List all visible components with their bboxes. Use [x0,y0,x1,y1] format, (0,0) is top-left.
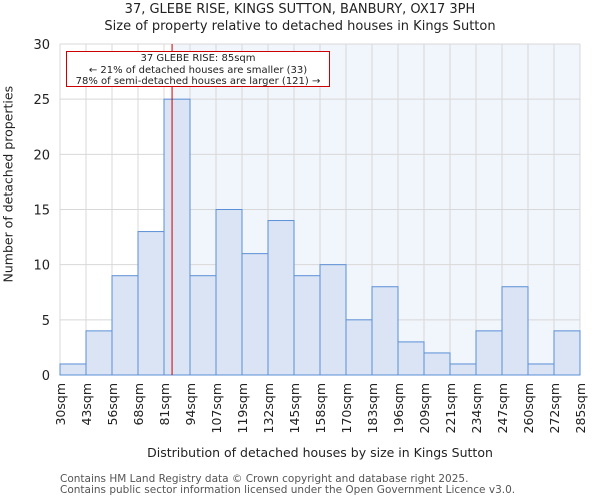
x-tick-label: 234sqm [469,383,484,433]
y-tick-label: 10 [33,259,50,274]
y-tick-label: 20 [33,148,50,163]
x-tick-label: 170sqm [339,383,354,433]
x-tick-label: 221sqm [443,383,458,433]
bar [241,253,269,376]
bar [449,363,477,376]
bar [189,275,217,376]
bar [423,352,451,376]
y-tick-label: 0 [42,369,50,384]
y-axis-label: Number of detached properties [0,85,16,283]
x-tick-label: 145sqm [287,383,302,433]
footer-line-1: Contains HM Land Registry data © Crown c… [60,473,469,485]
bar [163,98,191,376]
bar [319,264,347,376]
bar [397,341,425,376]
annotation-line-1: 37 GLEBE RISE: 85sqm [140,53,256,64]
x-tick-label: 272sqm [547,383,562,433]
y-tick-label: 30 [33,38,50,53]
annotation-line-3: 78% of semi-detached houses are larger (… [75,76,321,87]
bar [475,330,503,376]
x-tick-label: 81sqm [157,383,172,426]
x-tick-label: 30sqm [53,383,68,426]
annotation-box: 37 GLEBE RISE: 85sqm ← 21% of detached h… [66,51,330,87]
bar [293,275,321,376]
bar [137,231,165,376]
bar [59,363,87,376]
x-tick-label: 183sqm [365,383,380,433]
bar [111,275,139,376]
y-tick-label: 15 [33,204,50,219]
x-tick-label: 43sqm [79,383,94,426]
footer-line-2: Contains public sector information licen… [60,484,516,496]
bar [553,330,581,376]
bar [501,286,529,376]
x-tick-label: 56sqm [105,383,120,426]
bar [85,330,113,376]
y-tick-label: 25 [33,93,50,108]
annotation-line-2: ← 21% of detached houses are smaller (33… [88,64,308,76]
bar [215,209,243,376]
x-tick-label: 68sqm [131,383,146,426]
x-tick-label: 196sqm [391,383,406,433]
bar [267,220,295,376]
x-tick-label: 209sqm [417,383,432,433]
x-tick-label: 132sqm [261,383,276,433]
x-tick-label: 158sqm [313,383,328,433]
x-tick-label: 285sqm [573,383,588,433]
x-tick-label: 119sqm [235,383,250,433]
x-tick-label: 107sqm [209,383,224,433]
chart-title: 37, GLEBE RISE, KINGS SUTTON, BANBURY, O… [124,2,476,17]
x-tick-label: 247sqm [495,383,510,433]
chart-subtitle: Size of property relative to detached ho… [104,19,496,34]
bar [527,363,555,376]
x-tick-label: 94sqm [183,383,198,426]
y-tick-label: 5 [42,314,50,329]
x-tick-label: 260sqm [521,383,536,433]
bar [345,319,373,376]
x-axis-label: Distribution of detached houses by size … [147,445,493,460]
bar [371,286,399,376]
